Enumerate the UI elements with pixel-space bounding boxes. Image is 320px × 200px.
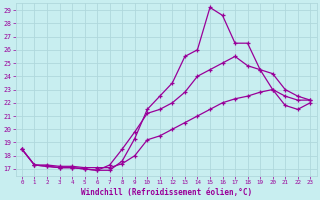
X-axis label: Windchill (Refroidissement éolien,°C): Windchill (Refroidissement éolien,°C) — [81, 188, 252, 197]
